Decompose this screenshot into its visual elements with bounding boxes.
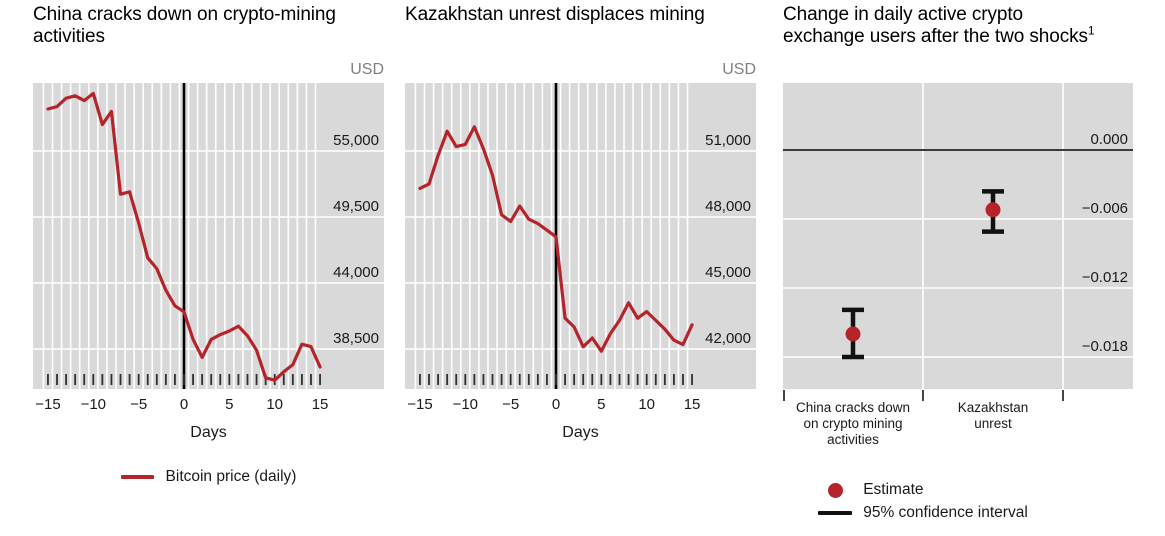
footnote-marker: 1 [1087, 23, 1095, 38]
x-tick-label: 5 [597, 396, 606, 413]
day-tick-marks [47, 374, 321, 385]
y-tick-label: 51,000 [705, 132, 751, 149]
legend-estimates: Estimate 95% confidence interval [783, 481, 1063, 522]
x-axis-title: Days [562, 424, 599, 441]
y-tick-label: 0.000 [1090, 131, 1128, 148]
legend-item-bitcoin-price: Bitcoin price (daily) [120, 468, 297, 486]
estimate-dot [845, 326, 861, 342]
y-axis-unit-label: USD [722, 61, 756, 78]
gridlines [783, 83, 1133, 389]
y-tick-label: 44,000 [333, 264, 379, 281]
x-tick-label: 15 [311, 396, 329, 413]
x-tick-label: 10 [638, 396, 656, 413]
x-tick-label: 15 [683, 396, 701, 413]
x-tick-label: 0 [179, 396, 189, 413]
x-tick-label: −10 [80, 396, 107, 413]
chart-title: Kazakhstan unrest displaces mining [405, 4, 705, 25]
plot-background [33, 83, 384, 389]
chart-title: China cracks down on crypto-mining activi… [33, 4, 336, 47]
legend-item-confidence-interval: 95% confidence interval [818, 504, 1028, 522]
plot-area-user-change: 0.000 −0.006 −0.012 −0.018 [783, 83, 1133, 401]
y-tick-label: 42,000 [705, 330, 751, 347]
plot-area-bitcoin-china: 55,000 49,500 44,000 38,500 [33, 83, 384, 389]
y-tick-label: −0.012 [1082, 269, 1128, 286]
legend-item-estimate: Estimate [818, 481, 1028, 499]
legend-label: 95% confidence interval [863, 504, 1028, 521]
x-axis-tick-labels: −15 −10 −5 0 5 10 15 [33, 396, 384, 416]
legend-estimate-dot [827, 482, 843, 498]
y-tick-label: 49,500 [333, 198, 379, 215]
y-axis-unit-label: USD [350, 61, 384, 78]
y-axis-labels: 0.000 −0.006 −0.012 −0.018 [1082, 131, 1128, 355]
y-tick-label: 55,000 [333, 132, 379, 149]
legend-label: Bitcoin price (daily) [165, 468, 297, 485]
category-label-china: China cracks down on crypto mining activ… [795, 400, 911, 447]
y-axis-labels: 55,000 49,500 44,000 38,500 [333, 132, 379, 347]
plot-background [783, 83, 1133, 389]
category-tick-marks [783, 390, 1064, 401]
legend-label: Estimate [863, 481, 924, 498]
category-label-kazakhstan: Kazakhstan unrest [957, 400, 1029, 431]
legend-line-swatch-red [120, 475, 154, 479]
chart-kazakhstan-unrest: Kazakhstan unrest displaces mining USD 5… [405, 0, 756, 536]
day-tick-marks [419, 374, 693, 385]
x-tick-label: −15 [407, 396, 433, 413]
y-tick-label: 38,500 [333, 330, 379, 347]
legend-ci-line [818, 510, 853, 516]
chart-active-user-change: Change in daily active crypto exchange us… [783, 0, 1133, 536]
bitcoin-price-line [418, 125, 694, 353]
legend-bitcoin-price: Bitcoin price (daily) [33, 468, 384, 486]
x-axis-tick-labels: −15 −10 −5 0 5 10 15 [405, 396, 756, 416]
x-tick-label: −10 [452, 396, 479, 413]
x-axis-title: Days [190, 424, 227, 441]
error-bar [842, 307, 864, 360]
x-tick-label: −15 [35, 396, 61, 413]
gridlines [405, 83, 756, 389]
x-tick-label: −5 [130, 396, 148, 413]
error-bar [982, 189, 1004, 234]
chart-title: Change in daily active crypto exchange us… [783, 4, 1095, 47]
x-tick-label: 0 [551, 396, 561, 413]
x-tick-label: 5 [225, 396, 234, 413]
plot-area-bitcoin-kazakhstan: 51,000 48,000 45,000 42,000 [405, 83, 756, 389]
x-tick-label: −5 [502, 396, 520, 413]
y-tick-label: 45,000 [705, 264, 751, 281]
y-tick-label: 48,000 [705, 198, 751, 215]
bitcoin-price-line [46, 91, 322, 382]
y-tick-label: −0.006 [1082, 200, 1128, 217]
chart-china-crackdown: China cracks down on crypto-mining activi… [33, 0, 384, 536]
y-axis-labels: 51,000 48,000 45,000 42,000 [705, 132, 751, 347]
x-tick-label: 10 [266, 396, 284, 413]
y-tick-label: −0.018 [1082, 338, 1128, 355]
category-labels: China cracks down on crypto mining activ… [783, 400, 1063, 460]
estimate-dot [985, 202, 1001, 218]
